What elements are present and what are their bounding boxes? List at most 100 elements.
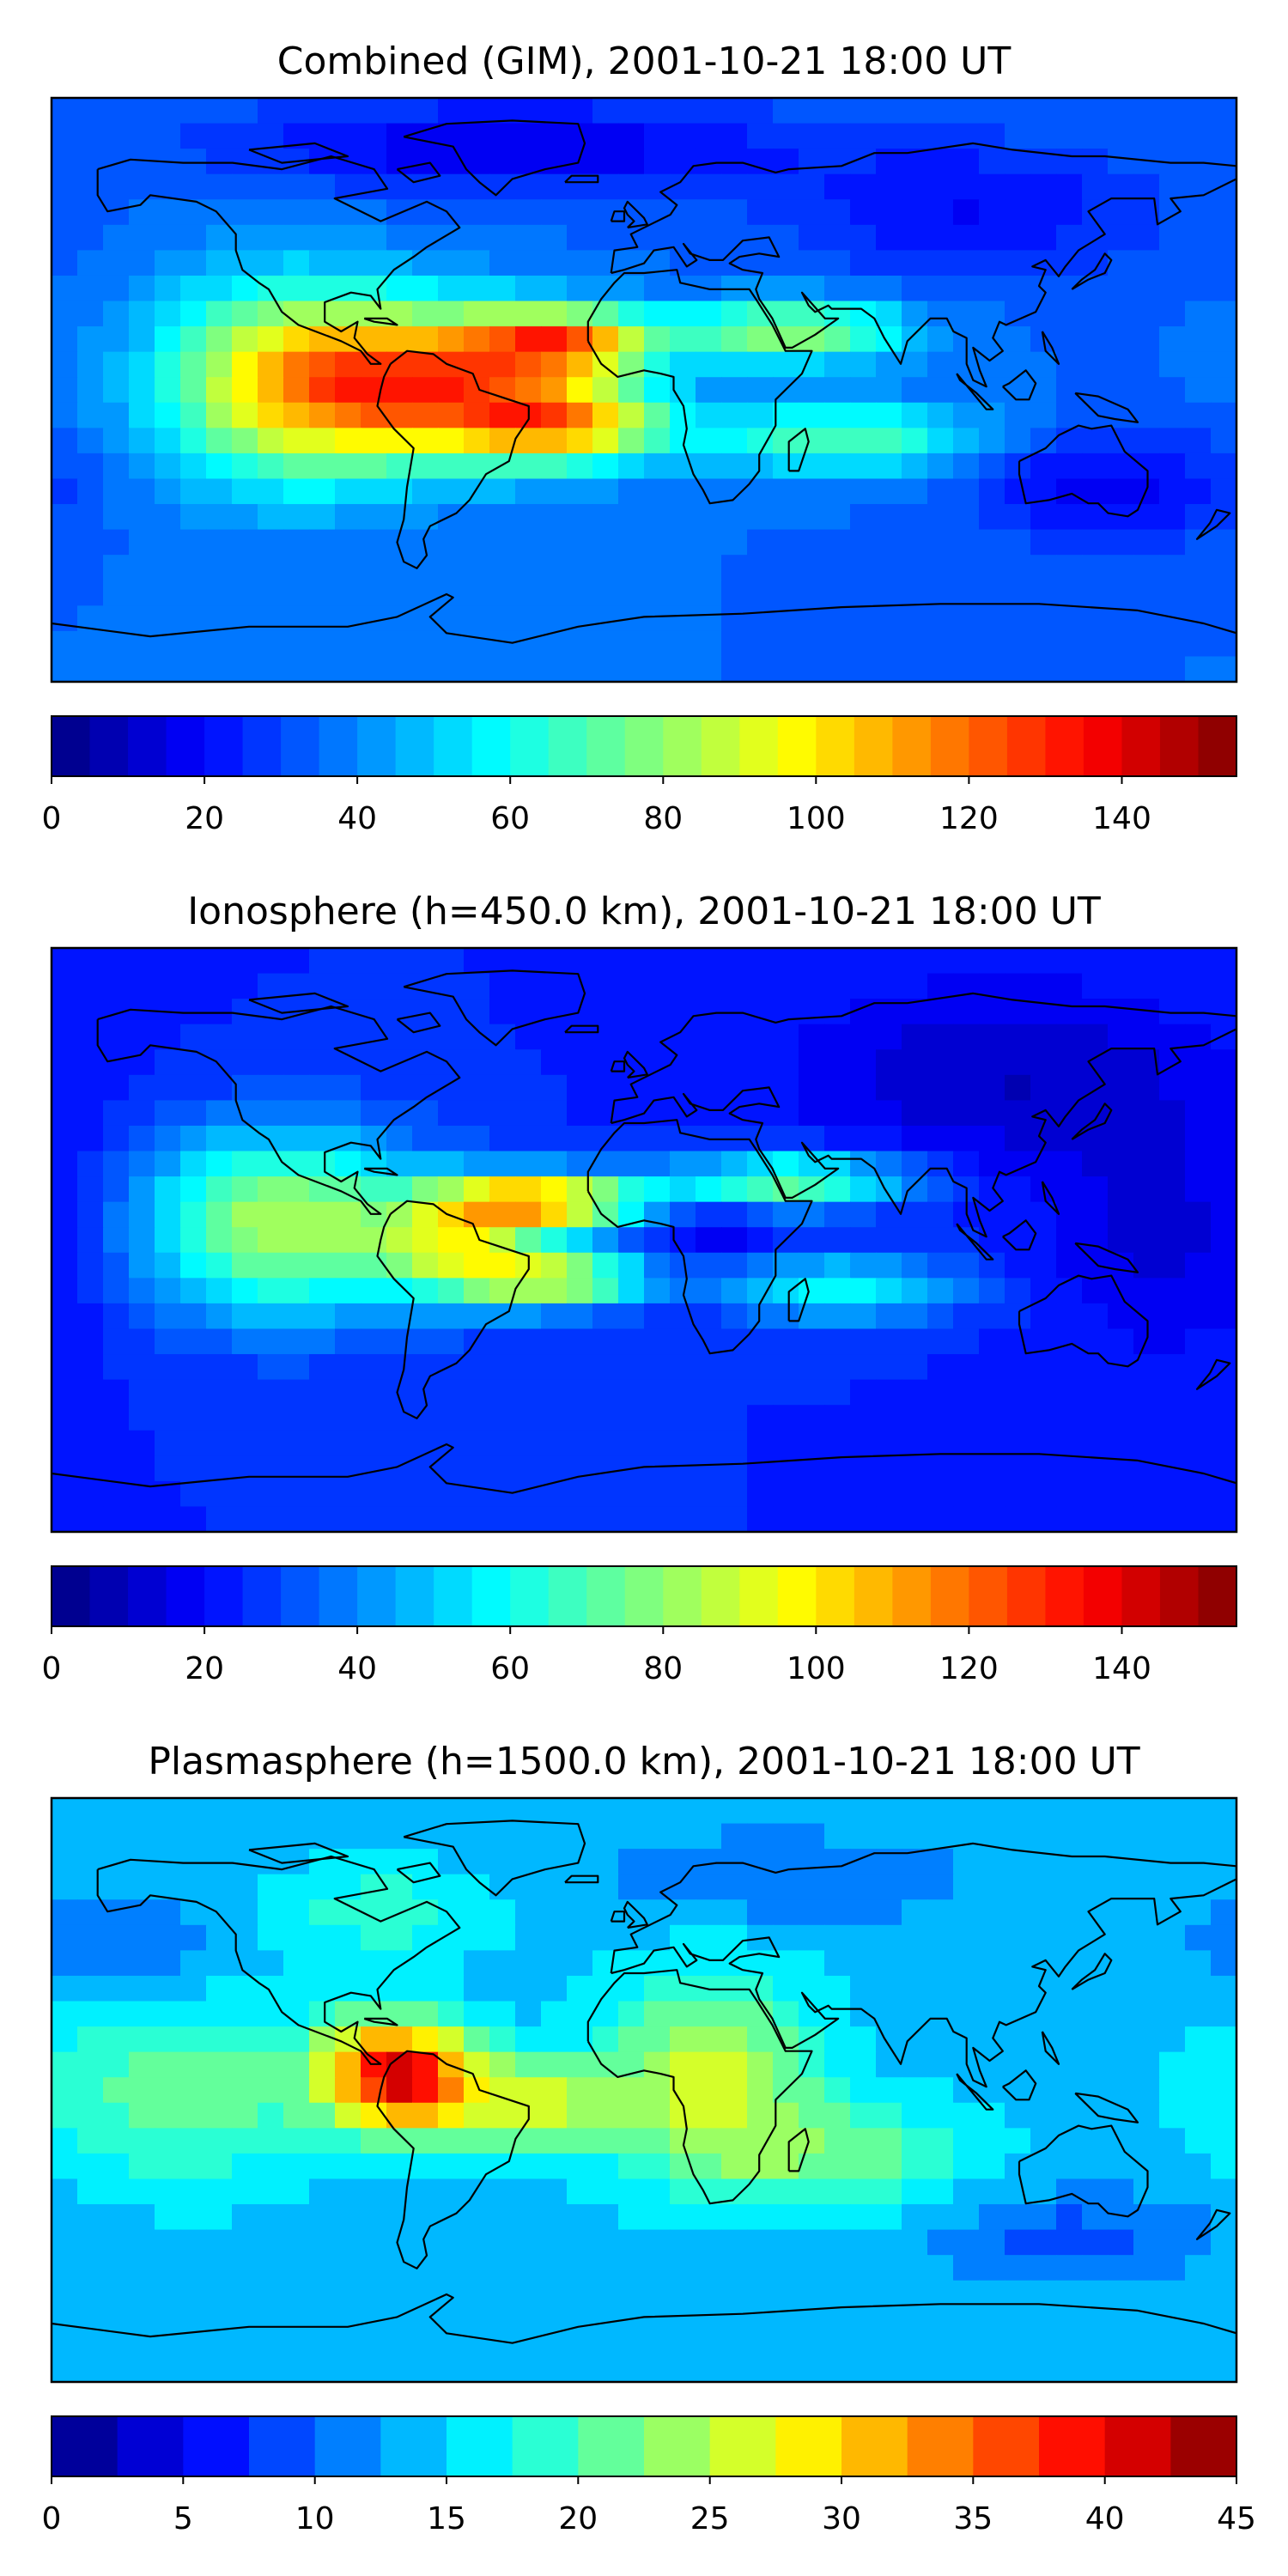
field-cell — [618, 123, 645, 149]
field-cell — [335, 2051, 361, 2079]
field-cell — [258, 1480, 284, 1508]
field-cell — [592, 123, 619, 149]
field-cell — [232, 2330, 258, 2358]
field-cell — [541, 2255, 568, 2281]
field-cell — [77, 1303, 104, 1330]
field-cell — [52, 580, 78, 607]
field-cell — [1108, 2330, 1134, 2358]
field-cell — [644, 1798, 671, 1825]
field-cell — [129, 605, 155, 632]
field-cell — [696, 1823, 722, 1850]
field-cell — [258, 504, 284, 531]
field-cell — [1185, 2001, 1212, 2027]
field-cell — [77, 1975, 104, 2002]
field-cell — [464, 1430, 490, 1457]
field-cell — [721, 1899, 748, 1926]
field-cell — [103, 326, 130, 353]
field-cell — [412, 1849, 439, 1875]
field-cell — [979, 1354, 1005, 1381]
field-cell — [979, 1430, 1005, 1457]
field-cell — [670, 1455, 696, 1482]
field-cell — [515, 2178, 542, 2205]
field-cell — [567, 948, 593, 975]
field-cell — [696, 2026, 722, 2053]
coastline — [1041, 1181, 1060, 1215]
field-cell — [953, 999, 980, 1025]
field-cell — [773, 1379, 799, 1406]
field-cell — [670, 2229, 696, 2256]
field-cell — [1108, 326, 1134, 353]
field-cell — [1056, 2128, 1083, 2154]
field-cell — [386, 98, 413, 125]
field-cell — [721, 149, 748, 175]
field-cell — [876, 1074, 902, 1102]
field-cell — [567, 2153, 593, 2180]
field-cell — [1133, 529, 1160, 556]
field-cell — [644, 605, 671, 632]
field-cell — [77, 2178, 104, 2205]
field-cell — [644, 123, 671, 149]
field-cell — [927, 1354, 954, 1381]
colorbar-plasmasphere — [52, 2416, 1237, 2476]
field-cell — [696, 2204, 722, 2231]
field-cell — [927, 529, 954, 556]
field-cell — [1056, 2280, 1083, 2307]
field-cell — [103, 2077, 130, 2104]
field-cell — [1211, 351, 1236, 379]
field-cell — [1133, 275, 1160, 302]
field-cell — [876, 1506, 902, 1532]
coastline — [1071, 1953, 1113, 1990]
field-cell — [1005, 2026, 1031, 2053]
field-cell — [541, 1823, 568, 1850]
field-cell — [103, 173, 130, 201]
field-cell — [876, 199, 902, 226]
field-cell — [721, 2356, 748, 2382]
field-cell — [438, 1176, 465, 1203]
field-cell — [77, 555, 104, 581]
field-cell — [1159, 2178, 1186, 2205]
field-cell — [824, 173, 851, 201]
field-cell — [206, 2280, 233, 2307]
field-cell — [206, 1455, 233, 1482]
field-cell — [386, 1405, 413, 1431]
field-cell — [799, 149, 825, 175]
field-cell — [799, 630, 825, 658]
field-cell — [77, 224, 104, 252]
field-cell — [1159, 1176, 1186, 1203]
field-cell — [515, 326, 542, 353]
field-cell — [824, 428, 851, 454]
field-cell — [438, 2077, 465, 2104]
field-cell — [567, 2128, 593, 2154]
field-cell — [180, 478, 207, 505]
field-cell — [1082, 351, 1109, 379]
field-cell — [361, 630, 387, 658]
coastline — [1074, 2092, 1139, 2123]
field-cell — [541, 1049, 568, 1076]
field-cell — [232, 973, 258, 999]
field-cell — [1108, 275, 1134, 302]
field-cell — [1082, 1455, 1109, 1482]
field-cell — [361, 1924, 387, 1952]
field-cell — [52, 428, 78, 454]
field-cell — [567, 1379, 593, 1406]
field-cell — [824, 2077, 851, 2104]
field-cell — [206, 1303, 233, 1330]
field-cell — [824, 656, 851, 682]
field-cell — [1030, 1899, 1057, 1926]
field-cell — [927, 2204, 954, 2231]
field-cell — [386, 275, 413, 302]
field-cell — [927, 2077, 954, 2104]
field-cell — [902, 1252, 928, 1279]
field-cell — [927, 2153, 954, 2180]
field-cell — [927, 1176, 954, 1203]
field-cell — [77, 1874, 104, 1901]
field-cell — [773, 2255, 799, 2281]
field-cell — [876, 1278, 902, 1304]
field-cell — [1056, 149, 1083, 175]
field-cell — [361, 2128, 387, 2154]
field-cell — [953, 2204, 980, 2231]
field-cell — [283, 250, 310, 276]
field-cell — [644, 2178, 671, 2205]
field-cell — [1185, 999, 1212, 1025]
field-cell — [206, 555, 233, 581]
